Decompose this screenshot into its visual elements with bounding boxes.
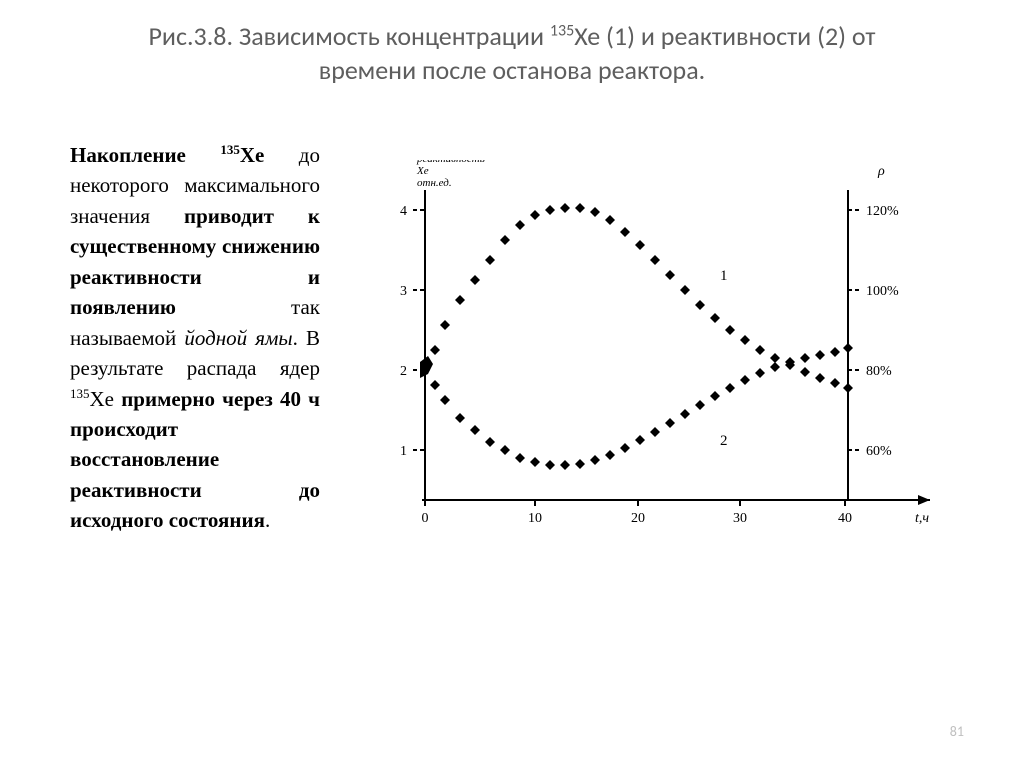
svg-text:отн.ед.: отн.ед. — [417, 177, 452, 189]
svg-text:1: 1 — [720, 268, 728, 284]
chart-svg: 4321120%100%80%60%010203040t,чреактивнос… — [370, 160, 950, 560]
caption-part1: Рис.3.8. Зависимость концентрации — [148, 20, 549, 52]
txt: Xe — [90, 387, 122, 411]
page: Рис.3.8. Зависимость концентрации 135Xe … — [0, 0, 1024, 768]
body-paragraph: Накопление 135Xe до некоторого максималь… — [70, 140, 320, 536]
svg-text:t,ч: t,ч — [915, 511, 929, 526]
svg-text:10: 10 — [528, 511, 542, 526]
svg-text:0: 0 — [422, 511, 429, 526]
svg-text:60%: 60% — [866, 444, 892, 459]
svg-text:100%: 100% — [866, 284, 899, 299]
svg-text:120%: 120% — [866, 204, 899, 219]
txt-sup: 135 — [70, 386, 90, 401]
figure-caption: Рис.3.8. Зависимость концентрации 135Xe … — [70, 20, 954, 88]
svg-text:ρ: ρ — [877, 164, 885, 179]
svg-text:3: 3 — [400, 284, 407, 299]
svg-text:30: 30 — [733, 511, 747, 526]
svg-text:2: 2 — [720, 433, 728, 449]
svg-text:1: 1 — [400, 444, 407, 459]
svg-text:Xe: Xe — [416, 165, 429, 177]
svg-text:4: 4 — [400, 204, 407, 219]
txt-italic: йодной ямы — [184, 326, 292, 350]
svg-text:80%: 80% — [866, 364, 892, 379]
caption-part2: Xe (1) и реактивности (2) от — [574, 20, 875, 52]
txt: Xe — [240, 143, 265, 167]
page-number: 81 — [950, 723, 964, 740]
svg-text:20: 20 — [631, 511, 645, 526]
svg-text:40: 40 — [838, 511, 852, 526]
caption-line2: времени после останова реактора. — [319, 54, 705, 86]
txt: Накопление — [70, 143, 220, 167]
xenon-chart: 4321120%100%80%60%010203040t,чреактивнос… — [370, 160, 950, 560]
txt-sup: 135 — [220, 142, 240, 157]
svg-text:2: 2 — [400, 364, 407, 379]
caption-sup: 135 — [550, 21, 574, 40]
txt: . — [265, 508, 270, 532]
